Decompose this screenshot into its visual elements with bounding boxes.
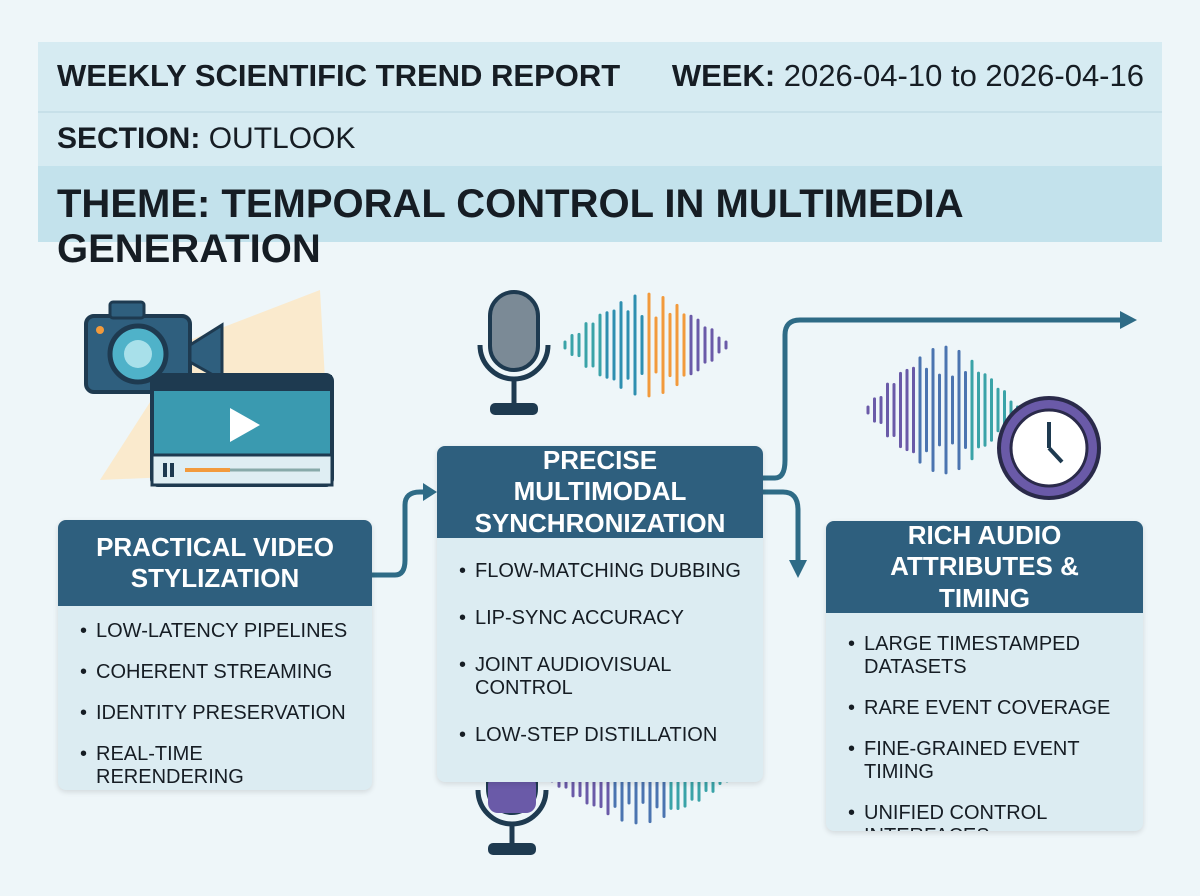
card: RICH AUDIO ATTRIBUTES & TIMING LARGE TIM… [826,521,1143,831]
card-item: FLOW-MATCHING DUBBING [459,560,747,583]
theme: THEME: TEMPORAL CONTROL IN MULTIMEDIA GE… [57,182,963,271]
card-item: FINE-GRAINED EVENT TIMING [848,738,1127,784]
mic-icon [477,290,551,415]
clock-icon [997,396,1101,500]
card-item: JOINT AUDIOVISUAL CONTROL [459,654,747,700]
card-list: FLOW-MATCHING DUBBING LIP-SYNC ACCURACY … [437,538,763,747]
card-list: LOW-LATENCY PIPELINES COHERENT STREAMING… [58,606,372,789]
week-label: WEEK: [671,58,776,93]
section-label: SECTION: [57,122,201,155]
card-item: IDENTITY PRESERVATION [80,702,356,725]
card-item: LARGE TIMESTAMPED DATASETS [848,633,1127,679]
week-value: 2026-04-10 to 2026-04-16 [783,58,1144,93]
section: SECTION: OUTLOOK [57,122,355,156]
card-list: LARGE TIMESTAMPED DATASETS RARE EVENT CO… [826,613,1143,831]
card: PRECISE MULTIMODAL SYNCHRONIZATION FLOW-… [437,446,763,782]
card-title: PRACTICAL VIDEO STYLIZATION [58,520,372,606]
card-title: PRECISE MULTIMODAL SYNCHRONIZATION [437,446,763,538]
card-title: RICH AUDIO ATTRIBUTES & TIMING [826,521,1143,613]
card: PRACTICAL VIDEO STYLIZATION LOW-LATENCY … [58,520,372,790]
arrows [372,311,1137,578]
card-item: LOW-LATENCY PIPELINES [80,620,356,643]
card-item: LOW-STEP DISTILLATION [459,724,747,747]
section-value: OUTLOOK [208,122,356,155]
theme-band [38,166,1162,242]
card-item: COHERENT STREAMING [80,661,356,684]
card-item: LIP-SYNC ACCURACY [459,607,747,630]
card-item: RARE EVENT COVERAGE [848,697,1127,720]
card-item: REAL-TIME RERENDERING [80,743,356,789]
week: WEEK: 2026-04-10 to 2026-04-16 [672,58,1144,94]
film-icon [150,373,334,487]
card-item: UNIFIED CONTROL INTERFACES [848,802,1127,831]
report-title: WEEKLY SCIENTIFIC TREND REPORT [57,58,621,93]
